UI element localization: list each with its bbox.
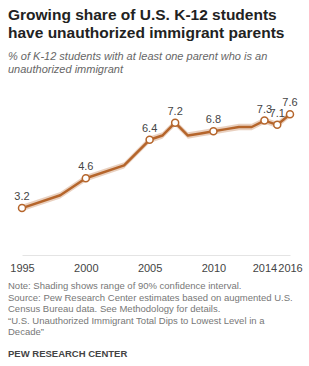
x-tick: 2005 <box>138 255 162 274</box>
note: Source: Pew Research Center estimates ba… <box>8 292 293 315</box>
point-marker <box>274 121 281 128</box>
data-label: 4.6 <box>78 160 93 172</box>
line <box>22 114 290 208</box>
point-marker <box>210 128 217 135</box>
x-tick-label: 2005 <box>138 262 162 274</box>
data-label: 6.8 <box>206 113 221 125</box>
x-tick: 2010 <box>202 255 226 274</box>
x-tick: 2014 <box>253 255 277 274</box>
point-marker <box>172 119 179 126</box>
subtitle: % of K-12 students with at least one par… <box>8 50 267 75</box>
x-tick-label: 1995 <box>10 262 34 274</box>
title: Growing share of U.S. K-12 studentshave … <box>8 6 284 41</box>
data-label: 7.1 <box>270 107 285 119</box>
chart: Growing share of U.S. K-12 studentshave … <box>0 0 309 366</box>
x-tick: 2016 <box>278 255 302 274</box>
x-axis-line <box>23 255 291 256</box>
note: “U.S. Unauthorized Immigrant Total Dips … <box>8 315 265 338</box>
x-tick: 1995 <box>10 255 34 274</box>
confidence-band <box>22 111 290 211</box>
point-marker <box>287 111 294 118</box>
credit: PEW RESEARCH CENTER <box>8 348 127 359</box>
data-label: 6.4 <box>142 122 157 134</box>
point-marker <box>146 136 153 143</box>
point-marker <box>19 205 26 212</box>
point-marker <box>261 117 268 124</box>
x-tick-label: 2000 <box>74 262 98 274</box>
point-marker <box>82 175 89 182</box>
x-tick-label: 2016 <box>278 262 302 274</box>
note: Note: Shading shows range of 90% confide… <box>8 280 241 291</box>
x-axis: 1995 2000 2005 2010 20142016 <box>10 255 302 274</box>
x-tick-label: 2014 <box>253 262 277 274</box>
data-label: 7.6 <box>282 96 297 108</box>
x-tick-label: 2010 <box>202 262 226 274</box>
data-label: 7.2 <box>167 105 182 117</box>
x-tick: 2000 <box>74 255 98 274</box>
data-label: 3.2 <box>14 190 29 202</box>
plot-marks <box>19 111 294 212</box>
